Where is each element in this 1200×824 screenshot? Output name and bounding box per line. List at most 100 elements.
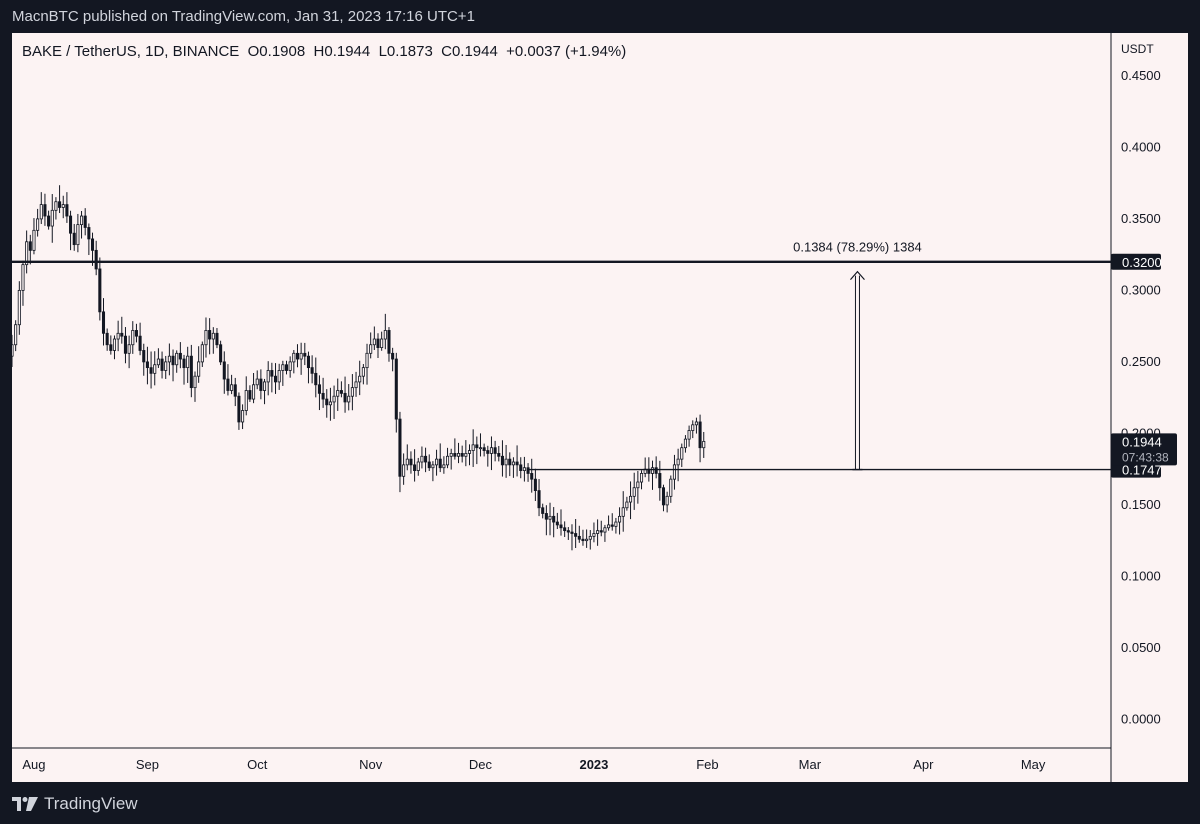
chart-frame[interactable]: 0.3200 0.1747 0.1384 (78.29%) 1384 USDT 0.… bbox=[12, 33, 1188, 782]
candle bbox=[376, 333, 380, 359]
candle-body-up bbox=[347, 395, 351, 403]
candle bbox=[299, 342, 303, 375]
last-price-label: 0.1944 bbox=[1122, 434, 1162, 449]
measure-tool[interactable]: 0.1384 (78.29%) 1384 bbox=[793, 240, 922, 471]
candle bbox=[446, 447, 450, 469]
candle bbox=[592, 522, 596, 543]
candle-body-down bbox=[486, 450, 490, 454]
candle bbox=[109, 335, 113, 355]
tradingview-brand[interactable]: TradingView bbox=[12, 794, 138, 814]
candle bbox=[142, 343, 146, 376]
candle-body-up bbox=[614, 521, 618, 527]
candle-body-up bbox=[636, 481, 640, 489]
candle bbox=[350, 374, 354, 411]
candle bbox=[442, 456, 446, 474]
candle-body-up bbox=[588, 535, 592, 540]
price-tick-label: 0.4000 bbox=[1121, 139, 1161, 154]
candle bbox=[398, 411, 402, 493]
candle bbox=[358, 360, 362, 396]
candle-body-down bbox=[171, 355, 175, 366]
candle bbox=[134, 323, 138, 343]
candle-body-down bbox=[134, 330, 138, 337]
candle-body-up bbox=[336, 390, 340, 397]
candle-body-down bbox=[533, 478, 537, 492]
candle bbox=[12, 334, 14, 368]
candle bbox=[372, 326, 376, 351]
candle-body-down bbox=[661, 487, 666, 506]
candle bbox=[25, 230, 29, 274]
candle bbox=[533, 468, 537, 501]
candle bbox=[230, 374, 234, 395]
candle bbox=[149, 351, 153, 389]
candle-body-up bbox=[299, 352, 303, 360]
candle-body-down bbox=[391, 352, 395, 360]
candle bbox=[171, 349, 175, 382]
candle bbox=[467, 444, 472, 466]
price-tick-label: 0.3000 bbox=[1121, 282, 1161, 297]
candle-body-down bbox=[387, 330, 391, 354]
candle bbox=[263, 378, 267, 405]
candle-body-up bbox=[127, 344, 131, 354]
tradingview-logo-icon bbox=[12, 797, 38, 811]
candle-body-up bbox=[478, 447, 483, 450]
candle-body-down bbox=[120, 332, 124, 337]
candle bbox=[156, 348, 160, 368]
candle bbox=[215, 328, 219, 349]
candle-body-down bbox=[149, 367, 153, 374]
candle bbox=[80, 210, 84, 239]
price-chart[interactable]: 0.3200 0.1747 0.1384 (78.29%) 1384 USDT 0.… bbox=[12, 33, 1188, 782]
candle bbox=[654, 456, 658, 479]
candle-body-up bbox=[694, 421, 698, 426]
candle bbox=[588, 530, 592, 550]
candle bbox=[90, 232, 95, 266]
candle-body-up bbox=[702, 441, 706, 449]
candle bbox=[248, 385, 252, 402]
candle-body-down bbox=[160, 358, 164, 371]
candle bbox=[332, 385, 336, 419]
candle-body-down bbox=[325, 398, 329, 406]
candle-body-down bbox=[105, 332, 109, 346]
candle-body-down bbox=[570, 531, 574, 534]
candle bbox=[387, 327, 391, 362]
candle-body-up bbox=[186, 355, 190, 369]
candle-body-up bbox=[402, 464, 406, 477]
candle bbox=[21, 260, 25, 306]
candle-body-up bbox=[39, 204, 43, 220]
candle-body-up bbox=[328, 401, 332, 406]
price-tick-label: 0.3500 bbox=[1121, 211, 1161, 226]
candle bbox=[669, 475, 673, 503]
candle-body-up bbox=[241, 410, 245, 423]
candle-body-down bbox=[544, 513, 548, 520]
candle bbox=[570, 524, 574, 551]
candle-body-down bbox=[552, 515, 556, 523]
candle-body-up bbox=[112, 338, 117, 351]
footer-bar: TradingView bbox=[0, 782, 1200, 824]
candle-body-up bbox=[607, 524, 611, 529]
candle bbox=[160, 351, 164, 379]
candle-body-up bbox=[669, 478, 673, 497]
candle-body-down bbox=[559, 524, 563, 529]
candle-body-down bbox=[438, 458, 442, 469]
candle-body-up bbox=[76, 224, 80, 246]
candle-body-up bbox=[548, 515, 552, 520]
candle bbox=[548, 502, 552, 536]
candle-body-up bbox=[489, 447, 493, 454]
candle-body-down bbox=[83, 215, 87, 228]
candle bbox=[72, 223, 76, 251]
candle bbox=[680, 443, 684, 468]
candle-body-up bbox=[200, 344, 204, 363]
candle bbox=[599, 520, 603, 537]
candle bbox=[241, 404, 245, 430]
candle bbox=[328, 387, 332, 421]
candle bbox=[317, 375, 321, 411]
candle bbox=[489, 436, 493, 471]
candle-body-down bbox=[28, 241, 32, 251]
candle-body-up bbox=[277, 370, 281, 383]
candle-body-up bbox=[211, 332, 215, 340]
candle bbox=[383, 313, 387, 350]
price-tick-label: 0.4500 bbox=[1121, 68, 1161, 83]
candle-body-down bbox=[482, 447, 486, 451]
candle bbox=[292, 350, 296, 374]
candle-body-up bbox=[281, 364, 285, 371]
brand-name: TradingView bbox=[44, 794, 138, 813]
